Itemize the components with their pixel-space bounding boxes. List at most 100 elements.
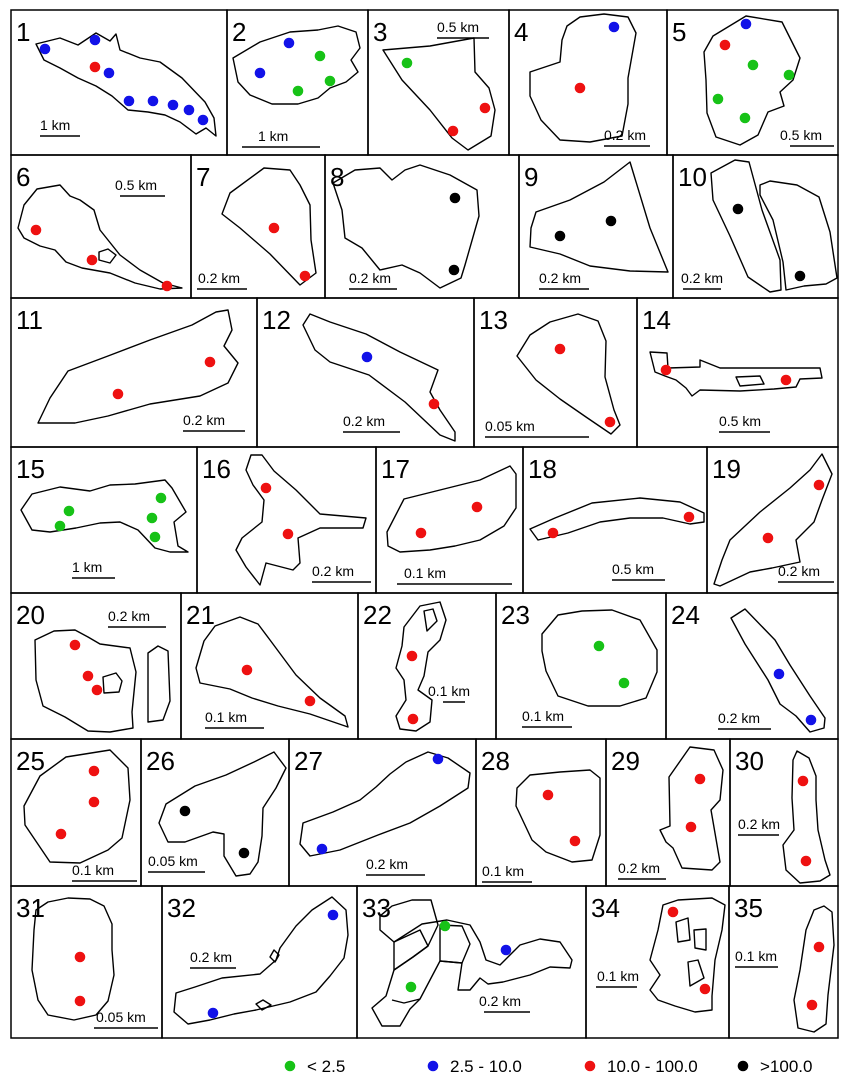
panel-number: 21 <box>186 600 215 630</box>
sampling-dot <box>554 343 566 355</box>
lake-outline <box>649 897 726 1013</box>
sampling-dot <box>805 714 817 726</box>
panel-number: 31 <box>16 893 45 923</box>
lake-outline <box>713 453 833 587</box>
scale-label: 0.5 km <box>437 19 479 35</box>
sampling-dot <box>813 479 825 491</box>
sampling-dot <box>800 855 812 867</box>
scale-label: 0.5 km <box>612 561 654 577</box>
sampling-dot <box>797 775 809 787</box>
lake-outline <box>386 465 517 553</box>
sampling-dot <box>667 906 679 918</box>
sampling-dot <box>207 1007 219 1019</box>
sampling-dot <box>604 416 616 428</box>
legend-label: < 2.5 <box>307 1057 345 1076</box>
sampling-dot <box>712 93 724 105</box>
lake-outline <box>173 896 349 1025</box>
sampling-dot <box>314 50 326 62</box>
scale-label: 0.2 km <box>539 270 581 286</box>
lake-outline <box>423 608 438 632</box>
sampling-dot <box>292 85 304 97</box>
sampling-dot <box>304 695 316 707</box>
sampling-dot <box>685 821 697 833</box>
sampling-dot <box>593 640 605 652</box>
scale-label: 0.05 km <box>485 418 535 434</box>
lake-outline <box>235 454 367 586</box>
lake-outline <box>102 672 123 694</box>
sampling-dot <box>780 374 792 386</box>
panel-number: 2 <box>232 17 246 47</box>
sampling-dot <box>69 639 81 651</box>
scale-label: 0.5 km <box>719 413 761 429</box>
lake-outline <box>759 180 838 291</box>
scale-label: 0.2 km <box>366 856 408 872</box>
sampling-dot <box>91 684 103 696</box>
sampling-dot <box>719 39 731 51</box>
sampling-dot <box>63 505 75 517</box>
lake-outline <box>37 309 239 424</box>
sampling-dot <box>88 796 100 808</box>
sampling-dot <box>39 43 51 55</box>
sampling-dot <box>149 531 161 543</box>
sampling-dot <box>762 532 774 544</box>
sampling-dot <box>574 82 586 94</box>
sampling-dot <box>569 835 581 847</box>
lake-outline <box>687 959 705 987</box>
panel-number: 34 <box>591 893 620 923</box>
sampling-dot <box>167 99 179 111</box>
scale-label: 1 km <box>72 559 102 575</box>
sampling-dot <box>547 527 559 539</box>
scale-label: 0.2 km <box>718 710 760 726</box>
sampling-dot <box>683 511 695 523</box>
sampling-dot <box>732 203 744 215</box>
panel-number: 3 <box>373 17 387 47</box>
lake-outline <box>393 929 429 971</box>
legend-label: 2.5 - 10.0 <box>450 1057 522 1076</box>
sampling-dot <box>747 59 759 71</box>
lake-outline <box>195 616 349 728</box>
sampling-dot <box>254 67 266 79</box>
lake-outline <box>395 601 447 732</box>
scale-label: 0.2 km <box>778 563 820 579</box>
lake-outline <box>649 351 823 397</box>
sampling-dot <box>449 192 461 204</box>
lake-outline <box>529 497 705 541</box>
sampling-dot <box>608 21 620 33</box>
sampling-dot <box>740 18 752 30</box>
sampling-dot <box>183 104 195 116</box>
sampling-dot <box>448 264 460 276</box>
sampling-dot <box>439 920 451 932</box>
lake-outline <box>34 629 137 733</box>
lake-outline <box>529 161 669 273</box>
sampling-dot <box>699 983 711 995</box>
sampling-dot <box>406 650 418 662</box>
lake-outline <box>703 15 801 146</box>
panel-number: 12 <box>262 305 291 335</box>
sampling-dot <box>739 112 751 124</box>
sampling-dot <box>268 222 280 234</box>
lake-outline <box>391 998 421 1004</box>
sampling-dot <box>82 670 94 682</box>
sampling-dot <box>471 501 483 513</box>
sampling-dot <box>299 270 311 282</box>
legend-swatch <box>427 1060 439 1072</box>
sampling-dot <box>428 398 440 410</box>
sampling-dot <box>197 114 209 126</box>
scale-label: 0.2 km <box>198 270 240 286</box>
scale-label: 0.1 km <box>597 968 639 984</box>
scale-label: 0.1 km <box>482 863 524 879</box>
sampling-dot <box>783 69 795 81</box>
lake-outline <box>439 924 471 964</box>
panel-number: 29 <box>611 746 640 776</box>
sampling-dot <box>605 215 617 227</box>
sampling-dot <box>74 951 86 963</box>
sampling-dot <box>361 351 373 363</box>
sampling-dot <box>74 995 86 1007</box>
lake-outline <box>782 750 831 884</box>
scale-label: 0.5 km <box>780 127 822 143</box>
lake-outline <box>232 25 361 105</box>
sampling-dot <box>773 668 785 680</box>
lake-outline <box>20 479 189 553</box>
legend-label: >100.0 <box>760 1057 812 1076</box>
